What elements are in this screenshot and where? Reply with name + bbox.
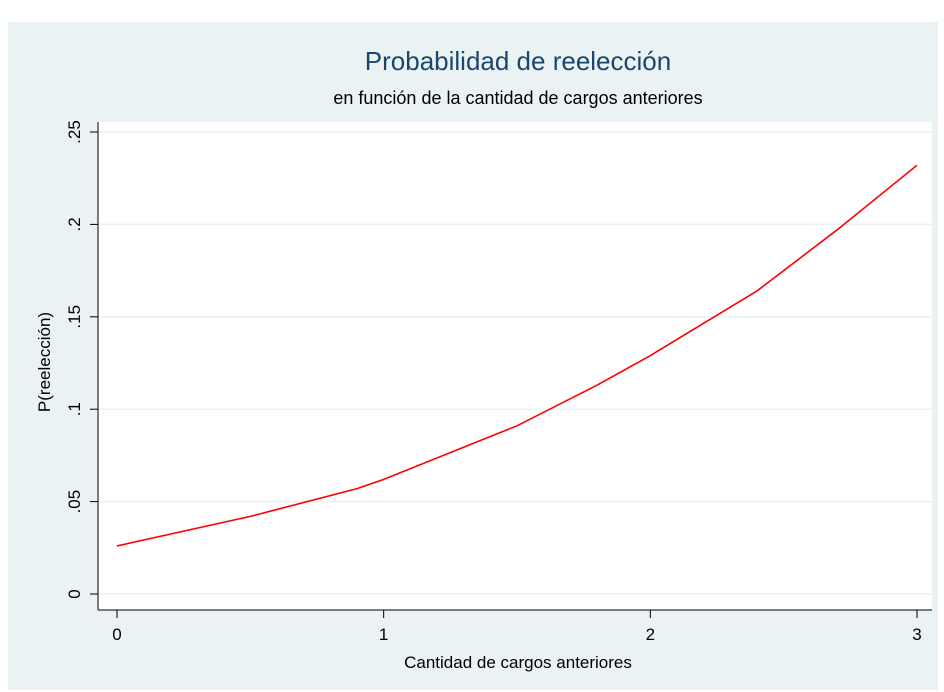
x-tick-label: 2 [646,625,655,644]
y-tick-label: .1 [65,402,84,416]
plot-region [98,122,932,610]
x-axis-title: Cantidad de cargos anteriores [404,653,632,672]
y-tick-label: .25 [65,120,84,144]
chart-subtitle: en función de la cantidad de cargos ante… [333,88,702,108]
data-line [116,164,918,547]
y-tick-label: .2 [65,217,84,231]
chart-title: Probabilidad de reelección [365,46,671,76]
y-tick-label: .05 [65,490,84,514]
y-tick-label: 0 [65,589,84,598]
x-tick-label: 1 [379,625,388,644]
y-axis-title: P(reelección) [35,312,54,412]
x-tick-label: 3 [912,625,921,644]
x-tick-label: 0 [112,625,121,644]
y-tick-label: .15 [65,305,84,329]
